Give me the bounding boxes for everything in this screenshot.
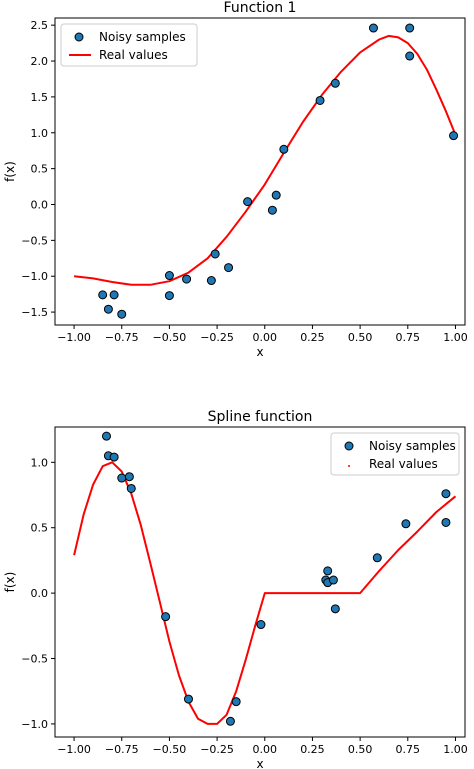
chart1-noisy-sample-point (405, 51, 415, 61)
chart1-noisy-sample-point (243, 197, 253, 207)
chart1-title: Function 1 (224, 0, 297, 16)
chart2-xtick-label: −0.50 (153, 743, 187, 756)
chart1-legend-label: Noisy samples (99, 30, 186, 44)
chart2-xtick-label: 1.00 (443, 743, 468, 756)
chart1-xtick-label: −0.50 (153, 331, 187, 344)
chart1-noisy-sample-point (103, 304, 113, 314)
chart2-xtick-label: −1.00 (57, 743, 91, 756)
chart2-noisy-sample-point (441, 489, 451, 499)
chart2-xtick-label: 0.25 (300, 743, 325, 756)
chart2-legend-label: Real values (369, 457, 438, 471)
chart1-xtick-label: 0.75 (396, 331, 421, 344)
chart2-noisy-sample-point (231, 697, 241, 707)
chart2-noisy-sample-point (401, 519, 411, 529)
chart2-noisy-sample-point (126, 483, 136, 493)
chart1-ytick-label: 2.0 (31, 55, 49, 68)
chart2-legend-marker-samples (344, 441, 354, 451)
chart1-ytick-label: 1.0 (31, 127, 49, 140)
chart1-ytick-label: 2.5 (31, 19, 49, 32)
chart1-group: Function 1 −1.00 −0.75 −0.50 −0.25 0.00 0.25 0.… (3, 0, 468, 359)
chart1-xtick-label: 0.25 (300, 331, 325, 344)
chart1-ylabel: f(x) (3, 161, 17, 182)
chart1-noisy-sample-point (98, 290, 108, 300)
chart1-xlabel: x (256, 345, 263, 359)
chart1-noisy-sample-point (405, 23, 415, 33)
chart2-noisy-sample-point (256, 620, 266, 630)
chart2-legend-marker-dot (348, 465, 350, 467)
chart2-xlabel: x (256, 757, 263, 769)
chart2-xtick-label: −0.75 (105, 743, 139, 756)
chart2-noisy-sample-point (101, 431, 111, 441)
chart2-noisy-sample-point (161, 612, 171, 622)
chart1-ytick-label: 0.5 (31, 163, 49, 176)
chart1-noisy-sample-point (164, 271, 174, 281)
chart2-ytick-label: 1.0 (31, 456, 49, 469)
chart2-noisy-sample-point (117, 473, 127, 483)
chart2-xtick-label: 0.50 (348, 743, 373, 756)
chart2-legend-box (330, 432, 460, 476)
chart2-noisy-sample-point (124, 472, 134, 482)
chart2-noisy-sample-point (225, 716, 235, 726)
chart2-legend-label: Noisy samples (369, 439, 456, 453)
chart1-real-values-line (73, 34, 457, 286)
chart2-noisy-sample-point (330, 604, 340, 614)
chart1-noisy-sample-point (206, 276, 216, 286)
chart1-plot-frame (54, 17, 466, 326)
chart1-xtick-label: 0.50 (348, 331, 373, 344)
chart1-xtick-label: 1.00 (443, 331, 468, 344)
chart1-noisy-sample-point (271, 190, 281, 200)
chart1-noisy-sample-point (164, 291, 174, 301)
chart1-legend-marker-samples (74, 32, 84, 42)
chart2-noisy-sample-point (323, 566, 333, 576)
chart1-noisy-sample-point (210, 249, 220, 259)
chart1-xtick-label: 0.00 (253, 331, 278, 344)
chart1-legend-label: Real values (99, 48, 168, 62)
chart1-noisy-sample-point (279, 144, 289, 154)
chart1-xtick-label: −0.75 (105, 331, 139, 344)
chart2-noisy-sample-point (441, 517, 451, 527)
chart1-ytick-label: 1.5 (31, 91, 49, 104)
chart1-ytick-label: −1.0 (21, 270, 48, 283)
chart1-noisy-sample-point (117, 309, 127, 319)
chart1-noisy-sample-point (330, 78, 340, 88)
chart1-xtick-label: −0.25 (200, 331, 234, 344)
chart2-plot-frame (54, 426, 466, 738)
chart2-ytick-label: −1.0 (21, 718, 48, 731)
chart2-ytick-label: 0.0 (31, 587, 49, 600)
chart2-xtick-label: −0.25 (200, 743, 234, 756)
chart1-xtick-label: −1.00 (57, 331, 91, 344)
chart1-ytick-label: −1.5 (21, 306, 48, 319)
chart1-noisy-sample-point (449, 131, 459, 141)
chart2-noisy-sample-point (372, 553, 382, 563)
chart2-ylabel: f(x) (3, 572, 17, 593)
chart1-ytick-label: −0.5 (21, 234, 48, 247)
chart2-xtick-label: 0.00 (253, 743, 278, 756)
chart2-group: Spline function −1.00 −0.75 −0.50 −0.25 0.00 0… (3, 409, 468, 769)
chart1-noisy-sample-point (368, 23, 378, 33)
chart1-noisy-sample-point (109, 290, 119, 300)
chart1-noisy-sample-point (224, 263, 234, 273)
chart1-ytick-label: 0.0 (31, 198, 49, 211)
chart2-noisy-sample-point (183, 694, 193, 704)
chart2-noisy-sample-point (109, 452, 119, 462)
chart2-ytick-label: −0.5 (21, 653, 48, 666)
chart1-noisy-sample-point (267, 205, 277, 215)
chart1-noisy-sample-point (182, 274, 192, 284)
chart2-ytick-label: 0.5 (31, 522, 49, 535)
chart2-title: Spline function (208, 409, 313, 425)
chart1-legend-box (60, 23, 198, 67)
chart2-noisy-sample-point (328, 575, 338, 585)
chart2-real-values-line (73, 461, 457, 725)
chart1-noisy-sample-point (315, 95, 325, 105)
chart2-xtick-label: 0.75 (396, 743, 421, 756)
